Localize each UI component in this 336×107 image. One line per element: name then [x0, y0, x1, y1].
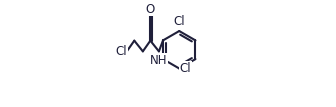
Text: NH: NH: [150, 54, 168, 67]
Text: Cl: Cl: [116, 45, 127, 58]
Text: Cl: Cl: [173, 15, 184, 28]
Text: O: O: [146, 3, 155, 16]
Text: Cl: Cl: [179, 62, 191, 75]
